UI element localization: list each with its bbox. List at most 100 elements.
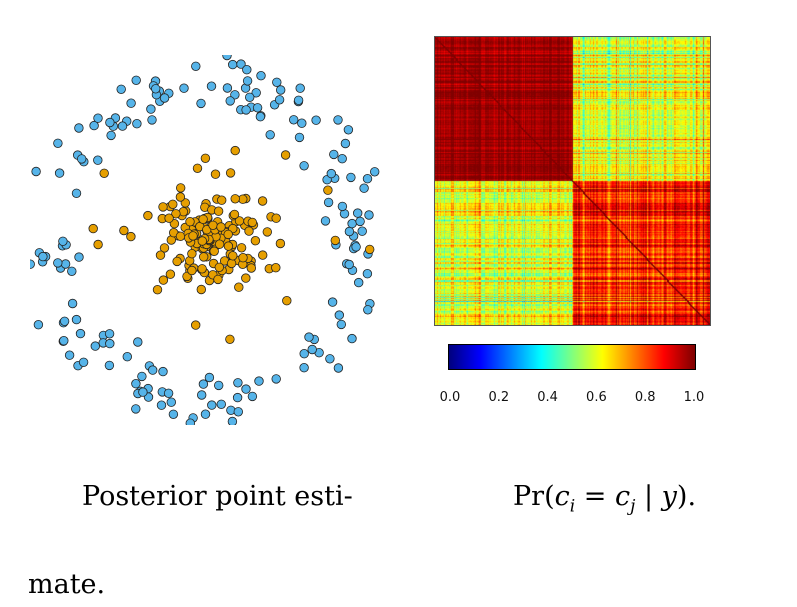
inner-cluster-point [216, 195, 227, 205]
outer-ring-point [147, 365, 158, 375]
inner-cluster-point [175, 183, 186, 193]
outer-ring-point [206, 81, 217, 91]
outer-ring-point [77, 154, 87, 164]
outer-ring-point [116, 84, 126, 95]
inner-cluster-point [214, 239, 225, 249]
inner-cluster-point [175, 192, 186, 202]
outer-ring-point [251, 88, 261, 98]
outer-ring-point [222, 55, 232, 61]
outer-ring-point [216, 399, 227, 410]
inner-cluster-point [165, 269, 176, 279]
inner-cluster-point [152, 284, 163, 295]
inner-cluster-point [209, 246, 219, 257]
outer-ring-point [233, 378, 243, 388]
inner-cluster-point [250, 235, 261, 246]
outer-ring-point [236, 59, 246, 69]
inner-cluster-point [197, 236, 208, 246]
inner-cluster-point [171, 209, 181, 219]
inner-cluster-point [226, 258, 237, 269]
inner-cluster-point [192, 163, 203, 174]
outer-ring-point [132, 118, 142, 129]
outer-ring-point [168, 409, 179, 420]
outer-ring-point [295, 83, 305, 93]
outer-ring-point [337, 201, 348, 212]
inner-cluster-point [99, 168, 109, 179]
outer-ring-point [355, 216, 365, 227]
outer-ring-point [204, 372, 215, 383]
caption-left-line2: mate. [28, 569, 106, 600]
outer-ring-point [59, 336, 69, 346]
outer-ring-point [344, 259, 354, 270]
outer-ring-point [225, 96, 235, 106]
inner-cluster-point [365, 244, 375, 255]
inner-cluster-point [275, 238, 286, 249]
outer-ring-point [222, 83, 233, 93]
outer-ring-point [256, 71, 266, 81]
inner-cluster-point [126, 231, 136, 242]
outer-ring-point [299, 363, 309, 373]
outer-ring-point [138, 387, 148, 397]
outer-ring-point [340, 138, 351, 149]
inner-cluster-point [185, 216, 195, 227]
outer-ring-point [53, 138, 63, 149]
outer-ring-point [74, 252, 84, 262]
outer-ring-point [131, 404, 141, 414]
outer-ring-point [227, 416, 238, 425]
outer-ring-point [233, 407, 244, 417]
outer-ring-point [232, 392, 243, 403]
inner-cluster-point [187, 265, 197, 276]
outer-ring-point [252, 103, 263, 113]
outer-ring-point [271, 374, 281, 384]
outer-ring-point [163, 388, 174, 399]
outer-ring-point [357, 226, 367, 236]
inner-cluster-point [244, 226, 254, 236]
outer-ring-point [354, 277, 364, 288]
heatmap-colorbar [448, 344, 696, 370]
outer-ring-point [74, 123, 84, 133]
inner-cluster-point [257, 196, 268, 206]
inner-cluster-point [93, 239, 103, 250]
inner-cluster-point [247, 217, 258, 228]
outer-ring-point [359, 183, 369, 193]
colorbar-tick-label: 0.4 [537, 390, 558, 405]
outer-ring-point [30, 259, 35, 269]
outer-ring-point [89, 120, 99, 131]
outer-ring-point [227, 59, 238, 70]
outer-ring-point [333, 363, 344, 373]
inner-cluster-point [230, 194, 240, 204]
outer-ring-point [105, 338, 115, 349]
outer-ring-point [54, 168, 65, 178]
outer-ring-point [67, 298, 78, 309]
outer-ring-point [38, 251, 48, 262]
outer-ring-point [289, 115, 299, 125]
outer-ring-point [158, 366, 168, 377]
inner-cluster-point [241, 273, 251, 283]
outer-ring-point [255, 112, 266, 122]
inner-cluster-point [330, 235, 341, 246]
outer-ring-point [131, 75, 141, 86]
outer-ring-point [59, 316, 70, 327]
outer-ring-point [131, 379, 141, 389]
outer-ring-point [71, 314, 82, 325]
outer-ring-point [370, 167, 380, 177]
inner-cluster-point [119, 225, 129, 236]
colorbar-tick-label: 0.0 [439, 390, 461, 405]
outer-ring-point [207, 400, 217, 410]
inner-cluster-point [234, 282, 244, 292]
outer-ring-point [146, 104, 156, 114]
outer-ring-point [299, 161, 309, 171]
inner-cluster-point [168, 199, 178, 210]
inner-cluster-point [208, 220, 218, 231]
outer-ring-point [347, 218, 357, 229]
outer-ring-point [117, 121, 128, 131]
inner-cluster-point [225, 334, 235, 345]
inner-cluster-point [188, 231, 198, 241]
inner-cluster-point [214, 262, 225, 273]
outer-ring-point [93, 155, 103, 165]
inner-cluster-point [159, 243, 170, 253]
outer-ring-point [241, 105, 251, 115]
outer-ring-point [78, 357, 89, 368]
outer-ring-point [362, 268, 373, 279]
caption-left-line1: Posterior point esti- [82, 481, 353, 512]
inner-cluster-point [158, 275, 169, 285]
